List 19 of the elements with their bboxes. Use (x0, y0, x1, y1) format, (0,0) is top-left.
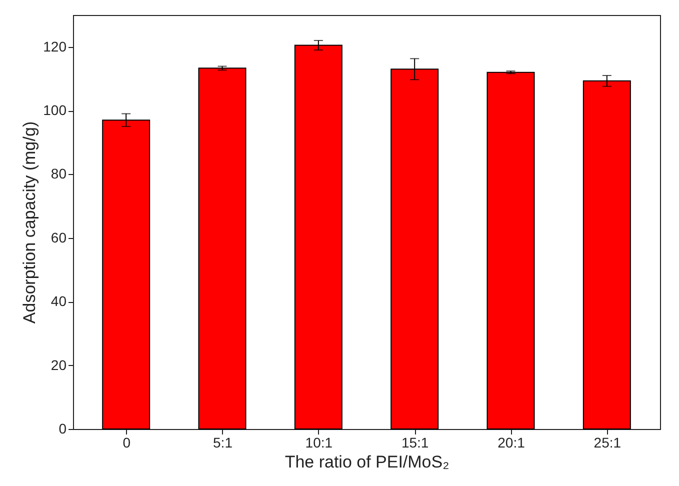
x-tick-label: 10:1 (305, 434, 333, 450)
y-tick-label: 20 (50, 356, 67, 373)
y-tick-label: 40 (50, 293, 67, 310)
bar (198, 68, 246, 430)
y-tick-label: 80 (50, 166, 67, 182)
x-tick-label: 20:1 (498, 434, 526, 450)
y-axis-title: Adsorption capacity (mg/g) (20, 121, 40, 324)
bar (486, 72, 535, 430)
x-tick-label: 25:1 (594, 434, 622, 450)
x-axis-title: The ratio of PEI/MoS₂ (284, 452, 450, 472)
y-tick-label: 0 (58, 420, 67, 436)
bar (582, 80, 631, 430)
x-tick-label: 15:1 (401, 434, 429, 450)
x-tick-label: 0 (122, 434, 131, 450)
y-tick-label: 60 (50, 229, 67, 246)
y-tick-label: 100 (43, 102, 67, 118)
bar (294, 44, 342, 430)
y-tick-label: 120 (43, 38, 67, 54)
x-tick-label: 5:1 (213, 434, 233, 450)
